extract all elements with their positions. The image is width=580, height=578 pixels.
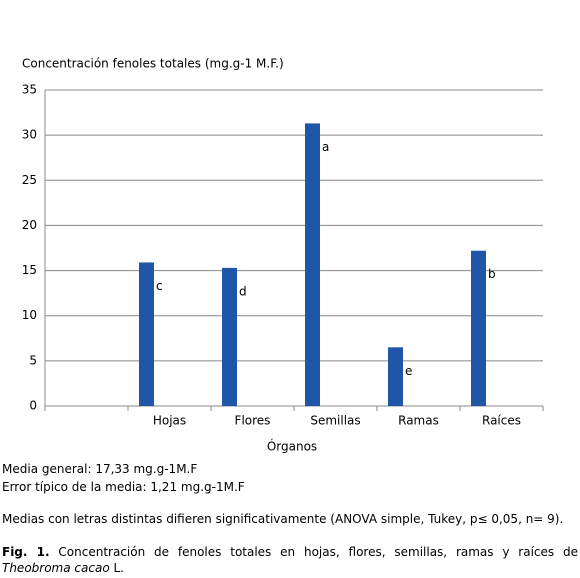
caption-label: Fig. 1. [2, 545, 50, 559]
y-tick-label: 35 [22, 83, 37, 97]
x-tick-label: Raíces [482, 414, 521, 428]
note: Medias con letras distintas difieren sig… [2, 512, 564, 526]
y-tick-label: 25 [22, 173, 37, 187]
bar [471, 250, 486, 406]
significance-letter: b [488, 267, 496, 281]
bar [139, 262, 154, 406]
x-tick-label: Hojas [153, 414, 186, 428]
x-tick-label: Flores [235, 414, 271, 428]
chart: Concentración fenoles totales (mg.g-1 M.… [22, 57, 544, 454]
y-tick-label: 5 [29, 353, 37, 367]
y-tick-label: 0 [29, 399, 37, 413]
x-tick-label: Ramas [398, 414, 439, 428]
significance-letter: c [156, 279, 163, 293]
caption: Fig. 1. Concentración de fenoles totales… [2, 544, 578, 576]
bar [305, 123, 320, 407]
y-tick-label: 20 [22, 218, 37, 232]
bar [388, 347, 403, 406]
y-tick-label: 10 [22, 308, 37, 322]
significance-letter: a [322, 140, 329, 154]
y-tick-label: 15 [22, 263, 37, 277]
caption-text: Concentración de fenoles totales en hoja… [49, 545, 578, 559]
note: Error típico de la media: 1,21 mg.g-1M.F [2, 480, 245, 494]
y-axis-title: Concentración fenoles totales (mg.g-1 M.… [22, 57, 284, 71]
note: Media general: 17,33 mg.g-1M.F [2, 462, 198, 476]
caption-end: L. [109, 561, 124, 575]
bar [222, 267, 237, 406]
y-tick-label: 30 [22, 128, 37, 142]
caption-species: Theobroma cacao [2, 561, 110, 575]
x-tick-label: Semillas [310, 414, 360, 428]
x-axis-title: Órganos [267, 439, 317, 454]
significance-letter: d [239, 284, 247, 298]
significance-letter: e [405, 364, 412, 378]
